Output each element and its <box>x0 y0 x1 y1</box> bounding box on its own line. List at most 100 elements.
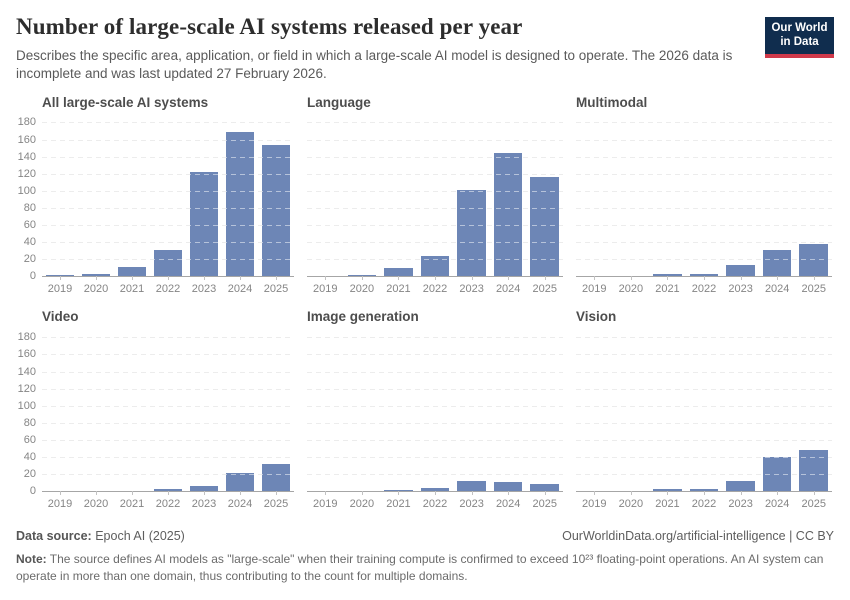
bar-2025 <box>530 484 559 492</box>
x-tick-label: 2021 <box>655 498 680 511</box>
x-tick-label: 2023 <box>459 283 484 296</box>
x-tick <box>60 491 61 496</box>
x-tick <box>435 491 436 496</box>
x-tick <box>240 276 241 281</box>
x-tick-label: 2021 <box>119 498 145 511</box>
x-tick-label: 2020 <box>83 283 109 296</box>
x-tick <box>508 491 510 496</box>
gridline-overlay <box>307 173 563 175</box>
x-tick-label: 2020 <box>349 283 375 296</box>
bar-2024 <box>493 153 523 277</box>
x-tick <box>60 276 61 281</box>
y-tick-label: 60 <box>23 433 36 446</box>
chart-panel-multimodal: Multimodal 2019 2020 2021 2022 2023 2024 2025 <box>576 94 832 295</box>
x-tick <box>813 276 815 281</box>
chart-panel-video: Video 0 20 40 60 80 100 120 140 160 180 2019 2020 202… <box>16 310 294 510</box>
gridline-overlay <box>42 139 294 141</box>
x-tick-label: 2022 <box>155 498 181 511</box>
owid-logo: Our World in Data <box>765 17 834 58</box>
x-tick-label: 2019 <box>47 498 73 511</box>
x-tick-label: 2025 <box>263 283 289 296</box>
gridline-overlay <box>42 156 294 158</box>
x-tick <box>132 491 133 496</box>
bar-2025 <box>799 244 828 277</box>
y-tick-label: 40 <box>23 236 36 249</box>
x-axis-labels: 2019 2020 2021 2022 2023 2024 2025 <box>576 283 832 295</box>
x-tick <box>168 276 169 281</box>
gridline-overlay <box>307 474 563 476</box>
x-tick-label: 2021 <box>119 283 145 296</box>
x-tick <box>276 276 277 281</box>
page-title: Number of large-scale AI systems release… <box>16 14 523 39</box>
bar-2020 <box>81 274 111 277</box>
header-text: Number of large-scale AI systems release… <box>16 12 758 83</box>
bar-2023 <box>189 172 219 277</box>
y-tick-label: 140 <box>17 150 36 163</box>
bar-2024 <box>225 132 255 277</box>
gridline-overlay <box>576 354 832 356</box>
x-tick-label: 2024 <box>227 498 253 511</box>
x-tick <box>471 276 473 281</box>
panel-title: Image generation <box>307 309 419 325</box>
footer-note-text: The source defines AI models as "large-s… <box>16 552 824 584</box>
bar-2022 <box>420 256 450 277</box>
x-tick-label: 2020 <box>618 283 644 296</box>
x-tick-label: 2025 <box>263 498 289 511</box>
gridline-overlay <box>42 225 294 227</box>
y-tick-label: 60 <box>23 219 36 232</box>
bar-2023 <box>726 265 755 277</box>
bar-2019 <box>45 275 75 277</box>
x-tick-label: 2023 <box>728 498 753 511</box>
x-tick-label: 2022 <box>691 283 717 296</box>
gridline-overlay <box>307 190 563 192</box>
x-tick <box>96 276 97 281</box>
chart-panel-all-large-scale-ai-systems: All large-scale AI systems 0 20 40 60 80 100 12… <box>16 95 294 296</box>
x-tick-label: 2022 <box>422 283 448 296</box>
panel-title: Multimodal <box>576 94 648 110</box>
data-source: Data source: Epoch AI (2025) <box>16 529 185 543</box>
x-tick <box>435 276 436 281</box>
x-tick-label: 2023 <box>191 498 217 511</box>
bar-2022 <box>153 489 183 492</box>
x-tick-label: 2019 <box>313 498 338 511</box>
x-tick <box>544 276 546 281</box>
x-tick <box>325 276 327 281</box>
gridline-overlay <box>42 457 294 459</box>
x-tick-label: 2023 <box>459 498 484 511</box>
x-tick <box>704 491 705 496</box>
gridline-overlay <box>576 337 832 339</box>
x-axis-labels: 2019 2020 2021 2022 2023 2024 2025 <box>576 498 832 510</box>
bar-2025 <box>261 464 291 492</box>
gridline-overlay <box>576 474 832 476</box>
y-tick-label: 180 <box>17 116 36 129</box>
gridline-overlay <box>576 173 832 175</box>
owid-logo-line2: in Data <box>780 35 819 48</box>
gridline-overlay <box>307 422 563 424</box>
x-tick <box>204 491 205 496</box>
x-axis-labels: 2019 2020 2021 2022 2023 2024 2025 <box>307 283 563 295</box>
footer-note: Note: The source defines AI models as "l… <box>16 551 834 585</box>
x-tick <box>96 491 97 496</box>
x-tick-label: 2024 <box>227 283 253 296</box>
gridline-overlay <box>42 259 294 261</box>
gridline-overlay <box>576 405 832 407</box>
x-tick <box>361 276 363 281</box>
x-tick <box>168 491 169 496</box>
bar-2020 <box>347 275 377 277</box>
chart-panel-vision: Vision 2019 2020 2021 2022 2023 2024 2025 <box>576 310 832 510</box>
y-tick-label: 80 <box>23 202 36 215</box>
y-tick-label: 120 <box>17 382 36 395</box>
gridline-overlay <box>42 439 294 441</box>
gridline-overlay <box>42 242 294 244</box>
data-source-value: Epoch AI (2025) <box>91 529 185 544</box>
x-tick <box>813 491 815 496</box>
owid-logo-line1: Our World <box>771 22 828 34</box>
x-tick <box>630 276 632 281</box>
bar-2022 <box>689 489 719 492</box>
gridline-overlay <box>576 439 832 441</box>
gridline-overlay <box>576 259 832 261</box>
x-tick-label: 2025 <box>801 283 826 296</box>
x-tick <box>508 276 510 281</box>
x-tick-label: 2025 <box>532 283 557 296</box>
